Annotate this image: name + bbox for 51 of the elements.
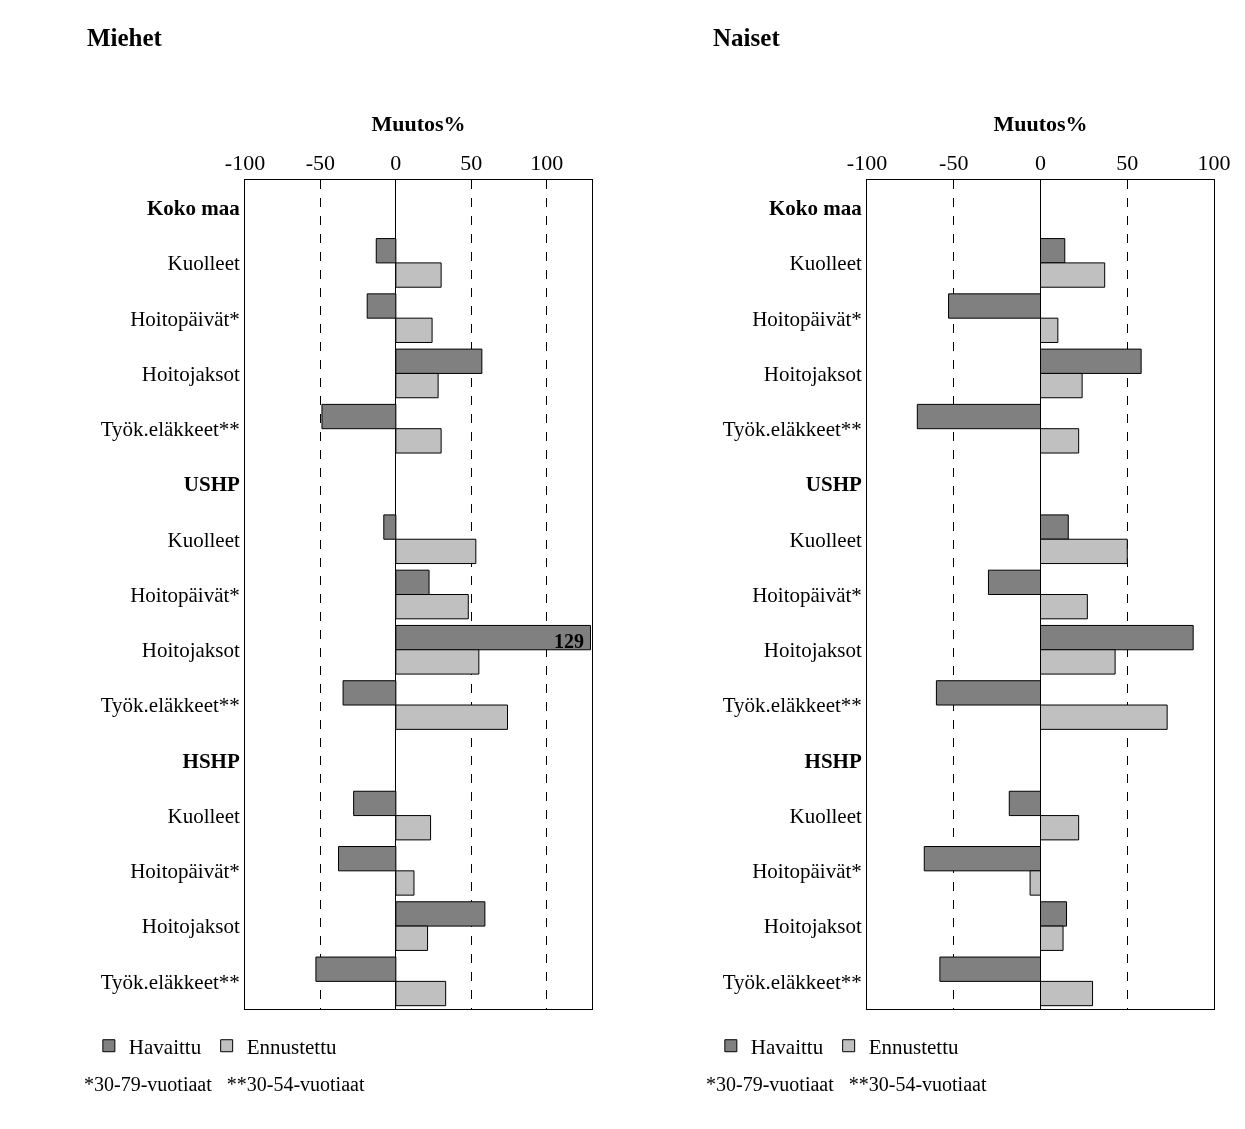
y-tick-label: Hoitojaksot [763, 638, 862, 663]
text: *30-79-vuotiaat **30-54-vuotiaat [706, 1073, 987, 1095]
x-tick-label: 50 [460, 150, 483, 176]
y-tick-label: Hoitopäivät* [752, 859, 862, 884]
y-tick-label: Työk.eläkkeet** [722, 693, 862, 718]
y-tick-label: Kuolleet [789, 527, 862, 552]
y-tick-label: Työk.eläkkeet** [100, 969, 240, 994]
y-tick-label: Hoitopäivät* [130, 859, 240, 884]
y-tick-label: Hoitopäivät* [752, 306, 862, 331]
x-tick-label: 0 [1035, 150, 1046, 176]
y-tick-label: Työk.eläkkeet** [722, 969, 862, 994]
x-axis-title: Muutos% [371, 111, 466, 136]
legend-label: Havaittu [750, 1034, 824, 1059]
text: *30-79-vuotiaat **30-54-vuotiaat [84, 1073, 365, 1095]
y-tick-label: USHP [805, 472, 862, 497]
x-tick-label: 100 [1197, 150, 1231, 176]
y-tick-label: Hoitojaksot [141, 638, 240, 663]
x-tick-label: 0 [390, 150, 402, 176]
chart-title: Miehet [86, 23, 163, 51]
x-tick-label: -50 [939, 150, 969, 176]
y-tick-label: Hoitojaksot [141, 361, 240, 386]
x-tick-label: -100 [846, 150, 888, 176]
y-tick-label: HSHP [182, 748, 240, 773]
y-tick-label: Kuolleet [167, 251, 240, 276]
y-tick-label: Koko maa [147, 195, 241, 220]
y-tick-label: USHP [183, 472, 240, 497]
y-tick-label: Kuolleet [167, 527, 240, 552]
y-tick-label: Työk.eläkkeet** [100, 693, 240, 718]
y-tick-label: Hoitojaksot [763, 361, 862, 386]
y-tick-label: Hoitopäivät* [752, 582, 862, 607]
x-tick-label: -100 [224, 150, 266, 176]
x-tick-label: 50 [1116, 150, 1139, 176]
y-tick-label: Hoitopäivät* [130, 306, 240, 331]
chart-title: Naiset [713, 23, 781, 51]
x-tick-label: -50 [305, 150, 336, 176]
x-axis-title: Muutos% [993, 111, 1088, 136]
y-tick-label: Hoitopäivät* [130, 582, 240, 607]
legend-label: Havaittu [128, 1034, 202, 1059]
y-tick-label: Kuolleet [789, 803, 862, 828]
y-tick-label: Kuolleet [167, 803, 240, 828]
x-tick-label: 100 [530, 150, 564, 176]
legend-label: Ennustettu [868, 1034, 959, 1059]
y-tick-label: Työk.eläkkeet** [100, 417, 240, 442]
data-label: 129 [554, 630, 584, 652]
y-tick-label: HSHP [804, 748, 862, 773]
y-tick-label: Koko maa [769, 195, 863, 220]
legend-label: Ennustettu [246, 1034, 337, 1059]
y-tick-label: Hoitojaksot [141, 914, 240, 939]
y-tick-label: Työk.eläkkeet** [722, 417, 862, 442]
y-tick-label: Hoitojaksot [763, 914, 862, 939]
y-tick-label: Kuolleet [789, 251, 862, 276]
